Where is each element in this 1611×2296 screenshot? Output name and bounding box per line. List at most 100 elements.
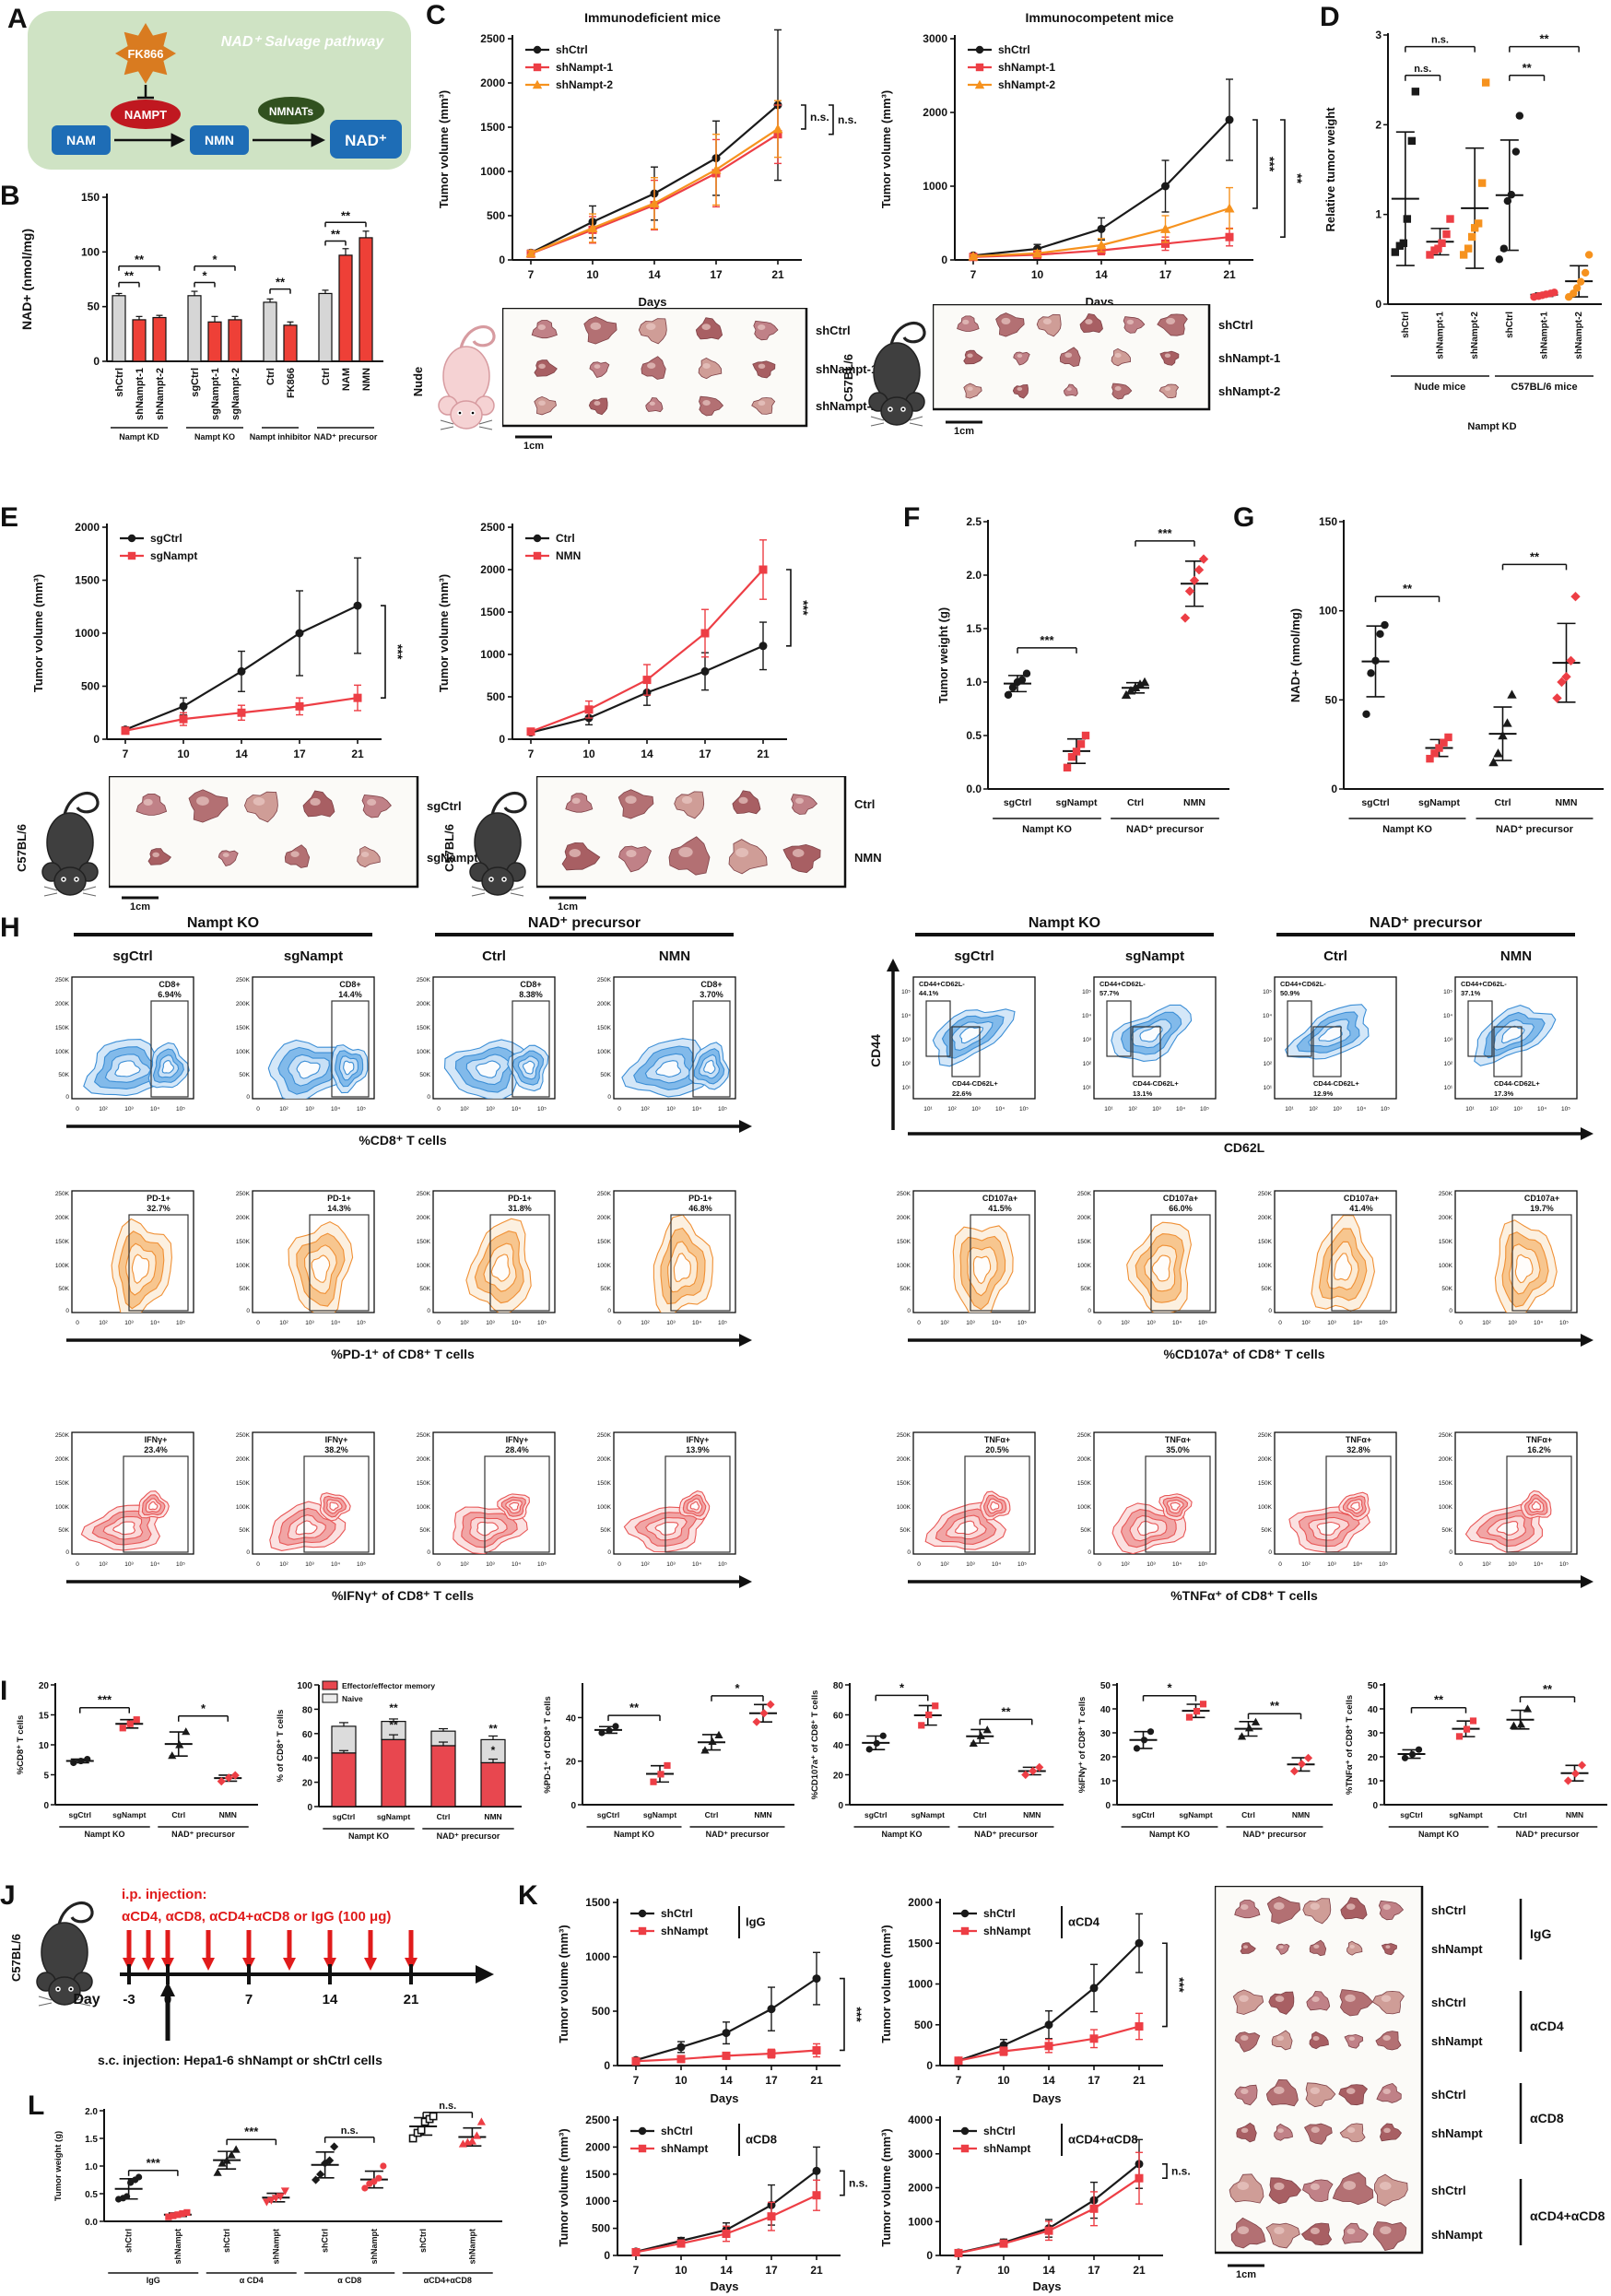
- svg-text:50K: 50K: [900, 1527, 911, 1534]
- day-tick-label: -3: [123, 1992, 135, 2008]
- panel-label-c: C: [426, 0, 446, 30]
- svg-text:200K: 200K: [597, 1001, 612, 1007]
- svg-text:***: ***: [147, 2156, 161, 2170]
- panel-label-e: E: [0, 502, 19, 533]
- svg-text:%CD8⁺ T cells: %CD8⁺ T cells: [359, 1133, 447, 1148]
- svg-text:150K: 150K: [236, 1480, 251, 1487]
- svg-text:0: 0: [499, 733, 505, 746]
- svg-text:1500: 1500: [480, 606, 505, 618]
- svg-text:250K: 250K: [597, 1432, 612, 1439]
- panel-label-l: L: [28, 2090, 45, 2121]
- svg-text:0: 0: [1105, 1801, 1111, 1811]
- svg-text:Nampt KO: Nampt KO: [614, 1830, 654, 1839]
- svg-text:shNampt-1: shNampt-1: [1436, 312, 1446, 359]
- svg-text:CD107a+: CD107a+: [1344, 1194, 1379, 1203]
- svg-text:41.5%: 41.5%: [988, 1204, 1012, 1213]
- svg-text:200K: 200K: [236, 1215, 251, 1221]
- svg-text:17.3%: 17.3%: [1494, 1089, 1514, 1098]
- effector-naive-stacked-chart: 0 20 40 60 80 100 % of CD8⁺ T cells sgCtrl sgNam…: [273, 1678, 527, 1876]
- panel-label-i: I: [0, 1676, 8, 1706]
- svg-text:*: *: [735, 1681, 740, 1695]
- svg-text:Nampt KD: Nampt KD: [119, 432, 159, 442]
- chart-k3: 0 500 1000 1500 2000 2500 7 10 14 17 21 Tumor volum…: [557, 2113, 868, 2293]
- svg-text:10²: 10²: [1482, 1320, 1491, 1326]
- svg-text:40: 40: [302, 1754, 313, 1764]
- svg-text:Nude: Nude: [413, 367, 425, 397]
- svg-text:10¹: 10¹: [902, 1085, 911, 1091]
- svg-text:10³: 10³: [1327, 1320, 1336, 1326]
- svg-text:1000: 1000: [585, 2195, 610, 2208]
- panel-label-h: H: [0, 913, 20, 943]
- chart-c1: 0 500 1000 1500 2000 2500 7 10 14 17 21 Tumor volum…: [437, 10, 857, 309]
- svg-text:100K: 100K: [236, 1049, 251, 1055]
- flow-cytometry-panel: Nampt KO NAD⁺ precursor sgCtrl sgNampt Ctrl N…: [0, 913, 1611, 1650]
- svg-text:NAD⁺ precursor: NAD⁺ precursor: [1516, 1830, 1580, 1839]
- svg-text:%IFNγ⁺ of CD8⁺ T cells: %IFNγ⁺ of CD8⁺ T cells: [332, 1588, 474, 1603]
- svg-text:sgNampt: sgNampt: [911, 1810, 946, 1819]
- svg-text:shCtrl: shCtrl: [124, 2229, 134, 2253]
- svg-text:150K: 150K: [417, 1025, 431, 1031]
- svg-text:14: 14: [648, 268, 661, 281]
- svg-text:0.0: 0.0: [85, 2218, 98, 2228]
- svg-text:Tumor volume (mm³): Tumor volume (mm³): [557, 1925, 570, 2043]
- svg-text:0.5: 0.5: [966, 729, 982, 742]
- svg-text:shNampt-2: shNampt-2: [1574, 312, 1584, 359]
- nad-level-plot: 0 50 100 150 NAD+ (nmol/mg) ** ** sgCtrl sgNampt…: [1283, 514, 1611, 906]
- svg-text:Tumor volume (mm³): Tumor volume (mm³): [437, 574, 451, 692]
- svg-text:CD44+CD62L-: CD44+CD62L-: [1099, 980, 1146, 988]
- svg-text:shNampt: shNampt: [983, 1925, 1030, 1937]
- svg-text:Ctrl: Ctrl: [1513, 1810, 1527, 1819]
- svg-text:1.0: 1.0: [966, 676, 982, 689]
- svg-text:10³: 10³: [305, 1320, 314, 1326]
- svg-text:100K: 100K: [597, 1504, 612, 1511]
- svg-text:10⁵: 10⁵: [1561, 1106, 1570, 1113]
- svg-text:35.0%: 35.0%: [1166, 1445, 1190, 1454]
- sc-injection-label: s.c. injection: Hepa1-6 shNampt or shCtr…: [98, 2053, 382, 2067]
- svg-text:10³: 10³: [1513, 1106, 1523, 1113]
- svg-text:100K: 100K: [1258, 1504, 1273, 1511]
- svg-text:shCtrl: shCtrl: [816, 324, 851, 337]
- svg-text:n.s.: n.s.: [838, 113, 857, 126]
- svg-text:250K: 250K: [1439, 1432, 1453, 1439]
- svg-text:10: 10: [1100, 1777, 1111, 1787]
- svg-text:1cm: 1cm: [954, 426, 974, 437]
- svg-text:0: 0: [427, 1094, 430, 1101]
- svg-text:Ctrl: Ctrl: [265, 368, 276, 385]
- svg-text:50K: 50K: [600, 1286, 611, 1292]
- svg-text:Nude mice: Nude mice: [1415, 382, 1466, 393]
- svg-text:shCtrl: shCtrl: [1505, 312, 1515, 338]
- svg-text:0: 0: [617, 1320, 621, 1326]
- svg-text:0: 0: [256, 1106, 260, 1113]
- svg-text:10²: 10²: [1301, 1561, 1311, 1568]
- svg-text:10⁴: 10⁴: [692, 1106, 701, 1113]
- svg-text:***: ***: [244, 2125, 259, 2138]
- svg-text:1cm: 1cm: [1236, 2269, 1256, 2280]
- svg-text:21: 21: [757, 748, 770, 760]
- svg-text:0: 0: [907, 1308, 911, 1314]
- svg-text:0: 0: [917, 1561, 921, 1568]
- svg-text:shNampt-2: shNampt-2: [556, 78, 613, 91]
- svg-text:50K: 50K: [239, 1527, 250, 1534]
- svg-text:*: *: [1167, 1681, 1172, 1695]
- svg-text:10⁵: 10⁵: [1019, 1106, 1029, 1113]
- svg-text:NMN: NMN: [1183, 797, 1205, 808]
- svg-text:0: 0: [607, 1094, 611, 1101]
- svg-text:10³: 10³: [1327, 1561, 1336, 1568]
- svg-text:20: 20: [566, 1758, 577, 1768]
- svg-text:Nampt inhibitor: Nampt inhibitor: [250, 432, 312, 442]
- svg-text:Nampt KO: Nampt KO: [881, 1830, 922, 1839]
- svg-text:NAD⁺ precursor: NAD⁺ precursor: [1370, 915, 1482, 931]
- svg-text:αCD4: αCD4: [1530, 2019, 1564, 2033]
- nad-bar-chart: 0 50 100 150 NAD+ (nmol/mg) shCtrl shNampt-1 sh…: [7, 190, 413, 498]
- svg-text:10²: 10²: [902, 1061, 911, 1067]
- svg-text:Ctrl: Ctrl: [556, 532, 575, 545]
- svg-text:shNampt-2: shNampt-2: [1218, 384, 1280, 398]
- svg-text:2000: 2000: [923, 106, 947, 119]
- svg-text:3000: 3000: [908, 2148, 933, 2161]
- svg-text:200K: 200K: [1258, 1215, 1273, 1221]
- svg-text:200K: 200K: [417, 1001, 431, 1007]
- svg-text:Ctrl: Ctrl: [482, 948, 506, 964]
- cd107a-percent-plot: 0 20 40 60 80 %CD107a⁺ of CD8⁺ T cells * ** sgCt…: [807, 1678, 1065, 1876]
- svg-text:10³: 10³: [966, 1320, 975, 1326]
